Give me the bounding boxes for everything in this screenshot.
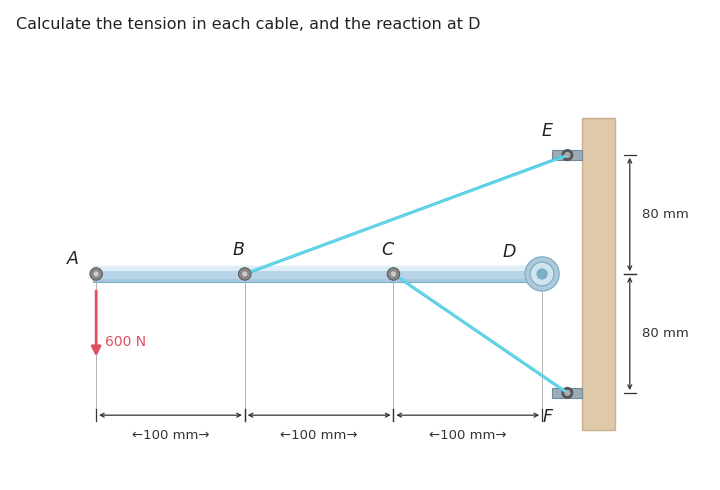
Circle shape (530, 262, 554, 286)
Circle shape (387, 268, 400, 280)
Text: 80 mm: 80 mm (642, 208, 688, 221)
Circle shape (238, 268, 251, 280)
Bar (93, 267, 542, 270)
Circle shape (565, 152, 570, 158)
Text: D: D (503, 243, 516, 261)
Bar (93, 266, 542, 282)
Bar (552, 388, 582, 398)
Text: F: F (542, 408, 552, 426)
Circle shape (94, 271, 99, 276)
Text: ←100 mm→: ←100 mm→ (132, 429, 210, 441)
Circle shape (242, 271, 248, 276)
Circle shape (565, 391, 570, 395)
Bar (582, 118, 615, 430)
Bar (552, 149, 582, 160)
Circle shape (536, 269, 548, 280)
Text: C: C (382, 241, 394, 259)
Text: ←100 mm→: ←100 mm→ (429, 429, 506, 441)
Text: 600 N: 600 N (105, 335, 146, 348)
Circle shape (391, 271, 396, 276)
Circle shape (525, 257, 559, 291)
Circle shape (562, 388, 572, 398)
Text: ←100 mm→: ←100 mm→ (280, 429, 358, 441)
Text: B: B (233, 241, 245, 259)
Text: 80 mm: 80 mm (642, 327, 688, 340)
Bar (93, 279, 542, 282)
Circle shape (562, 150, 572, 160)
Circle shape (90, 268, 102, 280)
Text: E: E (541, 122, 552, 140)
Text: A: A (66, 250, 78, 268)
Text: Calculate the tension in each cable, and the reaction at D: Calculate the tension in each cable, and… (16, 17, 480, 32)
